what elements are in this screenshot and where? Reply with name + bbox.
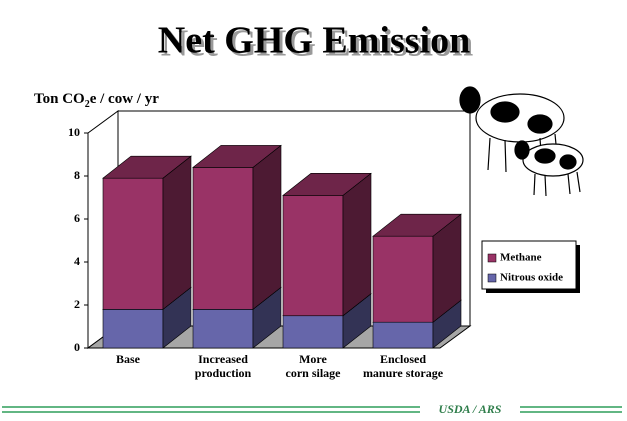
bar-front [193, 309, 253, 348]
y-tick-label: 6 [74, 211, 80, 225]
cow-illustration [460, 87, 583, 196]
slide: Net GHG Emission Ton CO2e / cow / yr USD… [0, 0, 627, 421]
legend-label: Nitrous oxide [500, 272, 563, 284]
bar-front [103, 178, 163, 309]
y-tick-label: 4 [74, 254, 80, 268]
legend-label: Methane [500, 252, 542, 264]
bar-front [103, 309, 163, 348]
bar-front [283, 316, 343, 348]
bar-front [283, 195, 343, 315]
y-tick-label: 8 [74, 168, 80, 182]
bar-front [193, 167, 253, 309]
bar-front [373, 236, 433, 322]
footer-text: USDA / ARS [439, 402, 502, 416]
legend-swatch [488, 274, 496, 282]
y-axis-label: Ton CO2e / cow / yr [34, 91, 159, 110]
bar-side [163, 156, 191, 309]
y-tick-label: 2 [74, 297, 80, 311]
x-tick-label: Base [116, 352, 141, 366]
legend-swatch [488, 254, 496, 262]
y-tick-label: 0 [74, 340, 80, 354]
y-tick-label: 10 [68, 125, 80, 139]
bar-side [253, 145, 281, 309]
bar-front [373, 322, 433, 348]
footer [2, 407, 622, 412]
chart-title: Net GHG Emission [158, 20, 470, 62]
bar-side [343, 173, 371, 315]
